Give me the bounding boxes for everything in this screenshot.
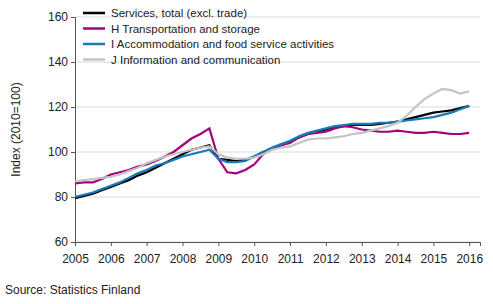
- x-tick: 2012: [313, 242, 340, 266]
- x-tick-label: 2007: [134, 252, 161, 266]
- legend-swatch: [83, 27, 105, 30]
- x-tick-mark: [326, 242, 327, 246]
- legend-swatch: [83, 12, 105, 15]
- x-tick-label: 2005: [62, 252, 89, 266]
- chart: 60 80 100 120 140 160 2005 2006 2007 2008 2009 2010…: [0, 0, 493, 304]
- x-tick: 2010: [241, 242, 268, 266]
- y-tick-label: 140: [48, 55, 68, 69]
- x-tick: 2013: [349, 242, 376, 266]
- x-tick: 2016: [456, 242, 483, 266]
- y-tick-label: 100: [48, 145, 68, 159]
- x-tick: 2011: [278, 242, 304, 266]
- grid: [75, 17, 480, 242]
- series-line: [75, 89, 469, 181]
- x-tick: 2008: [170, 242, 197, 266]
- x-tick-label: 2013: [349, 252, 376, 266]
- x-tick-mark: [218, 242, 219, 246]
- x-tick-label: 2015: [421, 252, 448, 266]
- x-tick-mark: [183, 242, 184, 246]
- x-tick-label: 2012: [313, 252, 340, 266]
- y-tick: 120: [48, 100, 75, 114]
- x-tick: 2015: [421, 242, 448, 266]
- x-tick: 2005: [62, 242, 89, 266]
- x-tick-label: 2010: [241, 252, 268, 266]
- grid-line: [75, 152, 480, 153]
- x-tick: 2009: [206, 242, 233, 266]
- grid-line: [75, 107, 480, 108]
- x-axis-line: [76, 243, 481, 247]
- x-tick-mark: [362, 242, 363, 246]
- x-axis: 2005 2006 2007 2008 2009 2010 2011 2012 2013 2014…: [62, 242, 483, 266]
- x-tick-mark: [290, 242, 291, 246]
- lines: [75, 89, 469, 198]
- source: Source: Statistics Finland: [5, 283, 140, 297]
- y-tick-label: 60: [55, 235, 69, 249]
- y-tick-mark: [71, 62, 75, 63]
- x-tick: 2014: [385, 242, 412, 266]
- grid-line: [75, 197, 480, 198]
- y-tick: 160: [48, 10, 75, 24]
- x-tick-mark: [111, 242, 112, 246]
- x-tick-label: 2009: [206, 252, 233, 266]
- y-tick-mark: [71, 242, 75, 243]
- y-tick: 80: [55, 190, 75, 204]
- legend-label: H Transportation and storage: [111, 23, 260, 35]
- x-tick: 2007: [134, 242, 161, 266]
- y-tick: 60: [55, 235, 75, 249]
- x-tick-mark: [398, 242, 399, 246]
- x-tick-mark: [75, 242, 76, 246]
- legend-label: I Accommodation and food service activit…: [111, 38, 334, 50]
- series-line: [75, 106, 469, 198]
- y-tick-mark: [71, 107, 75, 108]
- y-tick-label: 160: [48, 10, 68, 24]
- x-tick-mark: [147, 242, 148, 246]
- x-tick: 2006: [98, 242, 125, 266]
- legend-label: J Information and communication: [111, 54, 280, 66]
- legend-swatch: [83, 58, 105, 61]
- legend-label: Services, total (excl. trade): [111, 7, 247, 19]
- x-tick-label: 2008: [170, 252, 197, 266]
- y-tick-mark: [71, 152, 75, 153]
- legend-swatch: [83, 43, 105, 46]
- y-tick: 100: [48, 145, 75, 159]
- x-tick-mark: [469, 242, 470, 246]
- y-tick-label: 80: [55, 190, 69, 204]
- x-tick-mark: [254, 242, 255, 246]
- x-tick-mark: [433, 242, 434, 246]
- x-tick-label: 2011: [278, 252, 304, 266]
- y-tick-mark: [71, 197, 75, 198]
- y-tick-mark: [71, 17, 75, 18]
- legend: Services, total (excl. trade) H Transport…: [83, 7, 334, 66]
- y-axis-line: [71, 18, 76, 243]
- y-axis-title: Index (2010=100): [9, 82, 23, 176]
- y-axis: 60 80 100 120 140 160: [48, 10, 76, 249]
- y-tick: 140: [48, 55, 75, 69]
- x-tick-label: 2006: [98, 252, 125, 266]
- y-tick-label: 120: [48, 100, 68, 114]
- x-tick-label: 2016: [456, 252, 483, 266]
- series-line: [75, 106, 469, 197]
- x-tick-label: 2014: [385, 252, 412, 266]
